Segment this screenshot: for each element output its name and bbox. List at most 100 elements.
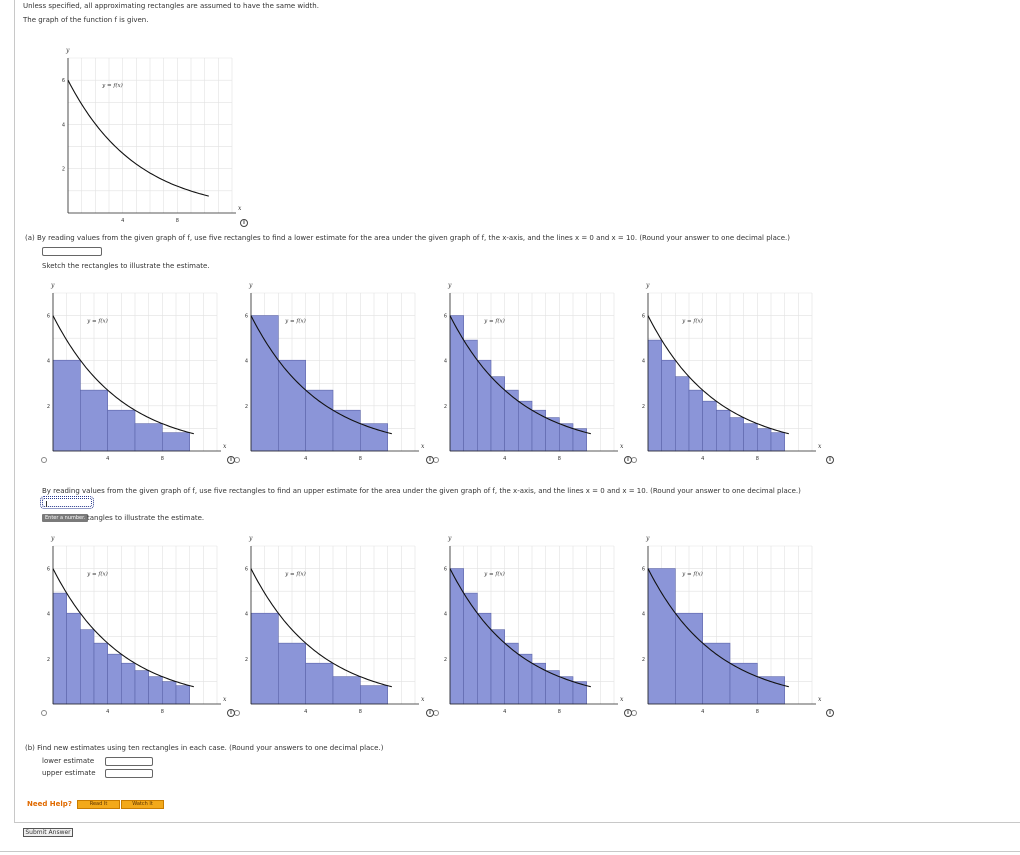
approx-rectangle	[107, 653, 122, 705]
approx-rectangle	[688, 389, 703, 452]
y-tick-label: 2	[245, 657, 248, 663]
info-icon[interactable]: i	[227, 709, 235, 717]
info-icon[interactable]: i	[240, 219, 248, 227]
y-tick-label: 4	[62, 122, 65, 128]
approx-rectangle	[52, 359, 81, 452]
intro-line-2: The graph of the function f is given.	[23, 16, 149, 24]
curve-label: y = f(x)	[284, 317, 306, 324]
approx-rectangle	[175, 685, 190, 705]
approx-rectangle	[647, 568, 676, 705]
curve-label: y = f(x)	[86, 317, 108, 324]
y-tick-label: 2	[47, 404, 50, 410]
curve-label: y = f(x)	[483, 570, 505, 577]
x-tick-label: 8	[176, 218, 179, 224]
approx-rectangle	[80, 389, 108, 452]
sketch-choice-option[interactable]: 6 4 2 4 8 y x y = f(x)	[234, 535, 430, 717]
y-axis-label: y	[447, 535, 452, 542]
submit-answer-button[interactable]: Submit Answer	[23, 828, 73, 837]
lower-estimate-input[interactable]	[42, 247, 102, 256]
approx-rectangle	[360, 685, 388, 705]
x-tick-label: 4	[503, 456, 506, 462]
x-tick-label: 8	[359, 709, 362, 715]
curve-label: y = f(x)	[86, 570, 108, 577]
curve-label: y = f(x)	[681, 570, 703, 577]
y-axis-label: y	[50, 282, 55, 289]
sketch-choice-option[interactable]: 6 4 2 4 8 y x y = f(x)	[433, 535, 629, 717]
y-tick-label: 6	[444, 567, 447, 573]
y-axis-label: y	[645, 535, 650, 542]
upper-estimate-input[interactable]	[40, 496, 94, 509]
sketch-choice-graph: 6 4 2 4 8 y x y = f(x)	[47, 282, 227, 462]
enter-number-tooltip: Enter a number.	[42, 514, 89, 522]
approx-rectangle	[66, 612, 81, 705]
info-icon[interactable]: i	[826, 456, 834, 464]
x-axis-label: x	[818, 696, 822, 703]
function-curve	[647, 315, 789, 435]
y-tick-label: 4	[245, 359, 248, 365]
footer-divider	[0, 851, 1020, 852]
x-tick-label: 4	[701, 709, 704, 715]
info-icon[interactable]: i	[826, 709, 834, 717]
approx-rectangle	[134, 670, 149, 705]
y-tick-label: 4	[47, 359, 50, 365]
x-tick-label: 8	[359, 456, 362, 462]
sketch-choice-option[interactable]: 6 4 2 4 8 y x y = f(x)	[41, 535, 232, 717]
x-tick-label: 8	[161, 709, 164, 715]
approx-rectangle	[52, 592, 67, 705]
watch-it-button[interactable]: Watch It	[121, 800, 164, 809]
y-tick-label: 4	[642, 612, 645, 618]
ten-rect-lower-input[interactable]	[105, 757, 153, 766]
info-icon[interactable]: i	[227, 456, 235, 464]
read-it-button[interactable]: Read It	[77, 800, 120, 809]
approx-rectangle	[332, 409, 361, 452]
intro-line-1: Unless specified, all approximating rect…	[23, 2, 319, 10]
sketch-choice-graph: 6 4 2 4 8 y x y = f(x)	[444, 535, 624, 715]
y-tick-label: 2	[47, 657, 50, 663]
sketch-choice-radio[interactable]	[41, 457, 47, 463]
function-curve	[250, 568, 392, 688]
x-tick-label: 8	[558, 456, 561, 462]
approx-rectangle	[305, 389, 334, 452]
curve-label: y = f(x)	[483, 317, 505, 324]
approx-rectangle	[675, 612, 703, 705]
curve-label: y = f(x)	[284, 570, 306, 577]
approx-rectangle	[702, 400, 717, 452]
function-curve	[647, 568, 789, 688]
info-icon[interactable]: i	[426, 456, 434, 464]
sketch-choice-option[interactable]: 6 4 2 4 8 y x y = f(x)	[433, 282, 629, 464]
x-tick-label: 8	[756, 456, 759, 462]
sketch-choice-option[interactable]: 6 4 2 4 8 y x y = f(x)	[234, 282, 430, 464]
ten-rect-upper-input[interactable]	[105, 769, 153, 778]
sketch-choice-option[interactable]: 6 4 2 4 8 y x y = f(x)	[631, 282, 827, 464]
sketch-choice-option[interactable]: 6 4 2 4 8 y x y = f(x)	[41, 282, 232, 464]
info-icon[interactable]: i	[624, 456, 632, 464]
x-tick-label: 4	[304, 456, 307, 462]
y-tick-label: 6	[642, 567, 645, 573]
function-curve	[67, 79, 209, 197]
y-axis-label: y	[65, 47, 70, 54]
need-help-label: Need Help?	[27, 800, 72, 808]
y-tick-label: 2	[642, 657, 645, 663]
approx-rectangle	[743, 423, 758, 452]
approx-rectangle	[121, 662, 136, 705]
x-tick-label: 4	[503, 709, 506, 715]
y-axis-label: y	[645, 282, 650, 289]
x-tick-label: 8	[161, 456, 164, 462]
approx-rectangle	[332, 676, 361, 705]
sketch-choice-option[interactable]: 6 4 2 4 8 y x y = f(x)	[631, 535, 827, 717]
function-curve	[250, 315, 392, 435]
y-axis-label: y	[447, 282, 452, 289]
sketch-choice-radio[interactable]	[41, 710, 47, 716]
part-b-question: (b) Find new estimates using ten rectang…	[25, 744, 384, 752]
approx-rectangle	[250, 315, 279, 452]
y-tick-label: 6	[245, 314, 248, 320]
approx-rectangle	[729, 417, 744, 452]
x-tick-label: 4	[106, 709, 109, 715]
y-tick-label: 6	[47, 314, 50, 320]
info-icon[interactable]: i	[426, 709, 434, 717]
approx-rectangle	[250, 612, 279, 705]
x-axis-label: x	[620, 696, 624, 703]
info-icon[interactable]: i	[624, 709, 632, 717]
sketch-choice-graph: 6 4 2 4 8 y x y = f(x)	[245, 282, 425, 462]
x-axis-label: x	[421, 696, 425, 703]
